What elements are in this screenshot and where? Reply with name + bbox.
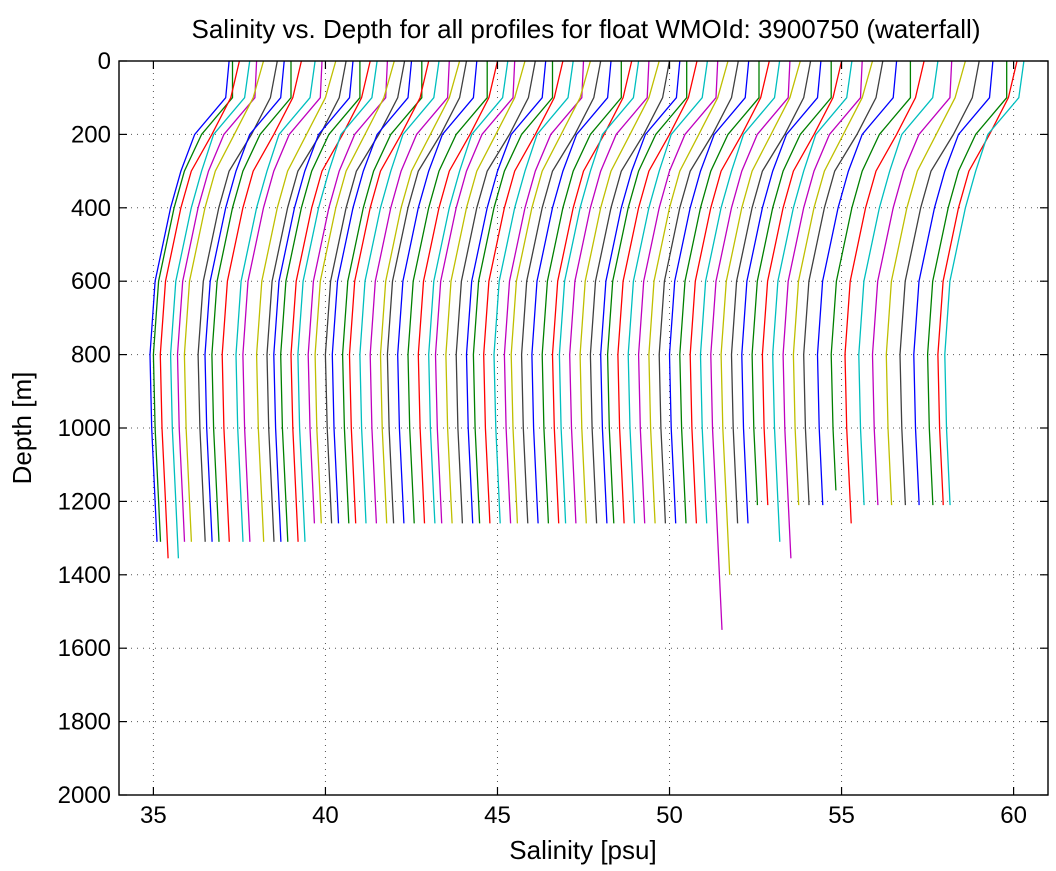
y-axis-label: Depth [m] xyxy=(7,372,37,485)
profile-line-24 xyxy=(350,61,429,523)
profile-line-67 xyxy=(773,61,852,542)
profile-line-68 xyxy=(783,61,862,558)
profile-line-72 xyxy=(831,61,910,490)
y-tick-label-2000: 2000 xyxy=(58,782,111,809)
y-tick-label-1200: 1200 xyxy=(58,488,111,515)
profile-line-12 xyxy=(243,61,322,542)
profiles-layer xyxy=(150,61,1024,630)
profile-line-52 xyxy=(618,61,697,523)
profile-line-2 xyxy=(153,61,232,542)
y-tick-label-1400: 1400 xyxy=(58,562,111,589)
profile-line-15 xyxy=(274,61,353,542)
profile-line-1 xyxy=(150,61,229,542)
profile-line-35 xyxy=(456,61,535,523)
profile-line-5 xyxy=(178,61,257,542)
profile-line-59 xyxy=(690,61,769,523)
profile-line-7 xyxy=(198,61,277,542)
x-tick-label-45: 45 xyxy=(484,802,511,829)
profile-line-26 xyxy=(370,61,449,523)
chart-title: Salinity vs. Depth for all profiles for … xyxy=(192,14,981,44)
profile-line-64 xyxy=(742,61,821,523)
profile-line-3 xyxy=(160,61,239,558)
x-tick-label-50: 50 xyxy=(656,802,683,829)
y-tick-label-400: 400 xyxy=(71,195,111,222)
profile-line-70 xyxy=(804,61,883,505)
y-tick-label-0: 0 xyxy=(98,48,111,75)
y-tick-label-600: 600 xyxy=(71,268,111,295)
profile-line-8 xyxy=(205,61,284,542)
salinity-depth-chart: Salinity vs. Depth for all profiles for … xyxy=(0,0,1056,871)
y-tick-label-1600: 1600 xyxy=(58,635,111,662)
profile-line-42 xyxy=(522,61,601,523)
y-tick-label-800: 800 xyxy=(71,342,111,369)
y-tick-label-1000: 1000 xyxy=(58,415,111,442)
profile-line-60 xyxy=(701,61,780,523)
profile-line-46 xyxy=(559,61,638,523)
profile-line-54 xyxy=(639,61,718,523)
x-tick-label-40: 40 xyxy=(312,802,339,829)
profile-line-39 xyxy=(494,61,573,523)
x-tick-label-35: 35 xyxy=(140,802,167,829)
x-axis-label: Salinity [psu] xyxy=(509,835,656,865)
profile-line-76 xyxy=(886,61,965,505)
profile-line-28 xyxy=(387,61,466,523)
y-tick-label-1800: 1800 xyxy=(58,709,111,736)
chart-root: Salinity vs. Depth for all profiles for … xyxy=(0,0,1056,871)
profile-line-13 xyxy=(257,61,336,542)
profile-line-29 xyxy=(398,61,477,523)
profile-line-38 xyxy=(484,61,563,523)
x-tick-label-60: 60 xyxy=(1000,802,1027,829)
x-tick-label-55: 55 xyxy=(828,802,855,829)
profile-line-74 xyxy=(859,61,938,505)
profile-line-47 xyxy=(570,61,649,523)
profile-line-49 xyxy=(590,61,669,523)
profile-line-41 xyxy=(511,61,590,523)
profile-line-57 xyxy=(670,61,749,523)
ticks-layer: 35 40 45 50 55 600200400600800100012001400160… xyxy=(58,48,1048,829)
profile-line-25 xyxy=(360,61,439,523)
profile-line-43 xyxy=(532,61,611,523)
y-tick-label-200: 200 xyxy=(71,121,111,148)
profile-line-11 xyxy=(236,61,315,542)
profile-line-20 xyxy=(315,61,394,523)
profile-line-53 xyxy=(628,61,707,523)
profile-line-73 xyxy=(845,61,924,523)
